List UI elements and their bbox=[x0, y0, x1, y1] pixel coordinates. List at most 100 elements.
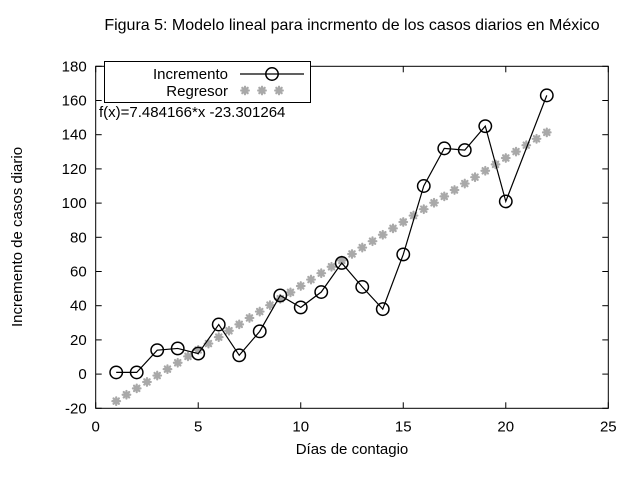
data-point-marker bbox=[375, 302, 390, 317]
data-point-marker bbox=[232, 348, 247, 363]
regressor-star bbox=[480, 165, 491, 176]
regressor-star bbox=[234, 319, 245, 330]
x-axis-label: Días de contagio bbox=[296, 441, 409, 458]
data-point-marker bbox=[314, 285, 329, 299]
regressor-star bbox=[398, 217, 409, 227]
figure-title: Figura 5: Modelo lineal para incrmento d… bbox=[104, 17, 599, 34]
star-stroke bbox=[327, 262, 336, 271]
data-point-marker bbox=[109, 365, 124, 380]
regressor-star bbox=[316, 268, 327, 279]
regressor-star bbox=[377, 229, 388, 240]
star-stroke bbox=[143, 378, 151, 386]
regressor-star bbox=[183, 351, 193, 362]
star-stroke bbox=[112, 397, 120, 405]
regressor-star bbox=[367, 236, 378, 247]
regressor-star bbox=[213, 332, 224, 343]
regressor-star bbox=[172, 357, 183, 368]
y-tick-label: 160 bbox=[62, 93, 87, 110]
star-stroke bbox=[122, 390, 131, 399]
y-tick-label: 140 bbox=[62, 127, 87, 144]
regressor-star bbox=[347, 249, 357, 259]
x-tick-label: 15 bbox=[395, 418, 412, 435]
star-stroke bbox=[255, 307, 264, 316]
regressor-star bbox=[500, 153, 511, 163]
legend-box bbox=[104, 61, 311, 103]
regressor-star bbox=[111, 396, 122, 407]
data-point-marker bbox=[334, 256, 349, 270]
star-stroke bbox=[460, 179, 469, 188]
x-tick-label: 25 bbox=[600, 418, 617, 435]
regressor-star bbox=[541, 127, 552, 138]
legend-label-regresor: Regresor bbox=[166, 83, 228, 100]
y-tick-label: 40 bbox=[70, 298, 87, 315]
regressor-star bbox=[244, 313, 255, 323]
regressor-star bbox=[326, 261, 337, 272]
y-tick-label: 120 bbox=[62, 161, 87, 178]
regressor-star bbox=[470, 172, 480, 183]
star-stroke bbox=[235, 320, 244, 329]
y-axis-label: Incremento de casos diario bbox=[9, 147, 26, 327]
regressor-star bbox=[131, 383, 142, 394]
star-stroke bbox=[266, 301, 274, 309]
star-stroke bbox=[450, 186, 459, 194]
regressor-star bbox=[254, 306, 265, 317]
star-stroke bbox=[430, 198, 438, 207]
legend: Incremento Regresor bbox=[104, 61, 311, 103]
star-stroke bbox=[378, 230, 387, 239]
y-tick-label: 0 bbox=[78, 366, 86, 383]
data-point-marker bbox=[478, 119, 493, 134]
x-tick-label: 20 bbox=[497, 418, 514, 435]
star-stroke bbox=[184, 352, 192, 361]
star-stroke bbox=[481, 166, 490, 175]
star-stroke bbox=[419, 205, 428, 213]
star-stroke bbox=[225, 326, 233, 335]
x-tick-label: 0 bbox=[92, 418, 100, 435]
regressor-star bbox=[418, 204, 429, 215]
regressor-star bbox=[295, 281, 306, 291]
data-point-marker bbox=[252, 324, 267, 339]
star-stroke bbox=[258, 86, 266, 95]
star-stroke bbox=[532, 135, 541, 143]
star-stroke bbox=[163, 365, 172, 373]
legend-label-incremento: Incremento bbox=[153, 66, 228, 83]
star-stroke bbox=[173, 358, 182, 367]
x-tick-label: 10 bbox=[292, 418, 309, 435]
regressor-star bbox=[121, 389, 132, 400]
data-point-marker bbox=[396, 247, 411, 262]
star-stroke bbox=[204, 339, 213, 348]
star-stroke bbox=[317, 269, 326, 277]
regressor-star bbox=[459, 178, 470, 189]
data-point-marker bbox=[437, 141, 452, 156]
star-stroke bbox=[440, 192, 449, 201]
data-point-marker bbox=[539, 88, 554, 103]
star-stroke bbox=[501, 154, 510, 162]
data-point-marker bbox=[293, 300, 308, 315]
y-tick-label: 80 bbox=[70, 229, 87, 246]
star-stroke bbox=[512, 147, 520, 156]
star-stroke bbox=[471, 173, 479, 181]
data-point-marker bbox=[416, 179, 431, 193]
legend-symbols bbox=[240, 67, 304, 96]
y-tick-label: 100 bbox=[62, 195, 87, 212]
star-stroke bbox=[296, 282, 305, 290]
data-point-marker bbox=[150, 343, 165, 358]
data-point-marker bbox=[498, 194, 513, 209]
regressor-star bbox=[439, 191, 450, 202]
regression-equation: f(x)=7.484166*x -23.301264 bbox=[99, 104, 285, 121]
star-stroke bbox=[307, 275, 315, 284]
series-regresor bbox=[111, 127, 552, 407]
regressor-star bbox=[152, 370, 163, 381]
star-stroke bbox=[358, 243, 367, 252]
legend-symbol-incremento-marker bbox=[265, 67, 279, 81]
series-incremento bbox=[109, 88, 554, 380]
axes: -20 0 20 40 60 80 100 120 140 160 180 0 5 10 15 20 25 bbox=[62, 58, 617, 435]
data-point-marker bbox=[273, 288, 288, 303]
star-stroke bbox=[543, 128, 551, 137]
regressor-star bbox=[224, 325, 234, 336]
regressor-star bbox=[511, 146, 521, 157]
incremento-line bbox=[116, 95, 548, 373]
data-point-marker bbox=[457, 143, 472, 158]
regressor-star bbox=[265, 300, 275, 311]
